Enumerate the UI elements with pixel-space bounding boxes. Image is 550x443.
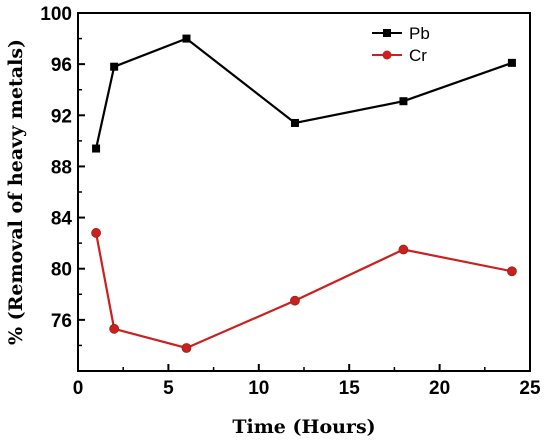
data-point-pb: [92, 144, 101, 153]
y-axis-title: % (Removal of heavy metals): [5, 39, 27, 345]
data-point-cr: [91, 228, 101, 238]
y-tick-label: 100: [40, 4, 72, 25]
x-axis: 0 5 10 15 20 25: [73, 364, 541, 399]
legend-marker-pb: [383, 29, 391, 37]
data-point-pb: [290, 118, 299, 127]
y-tick-label: 76: [51, 311, 72, 332]
plot-border: [77, 12, 531, 372]
x-tick-label: 20: [429, 378, 450, 399]
data-point-pb: [110, 62, 119, 71]
data-point-cr: [398, 244, 409, 255]
legend: Pb Cr: [372, 24, 430, 65]
data-point-pb: [399, 97, 408, 106]
y-tick-label: 92: [51, 106, 72, 127]
plot-frame: [77, 12, 531, 372]
x-axis-title: Time (Hours): [232, 416, 375, 438]
x-tick-label: 10: [248, 378, 269, 399]
x-tick-label: 15: [339, 378, 361, 399]
y-tick-label: 80: [51, 260, 72, 281]
series-layer: [91, 34, 517, 353]
x-tick-label: 25: [519, 378, 541, 399]
data-point-cr: [290, 295, 300, 306]
legend-item-cr: Cr: [372, 46, 427, 65]
y-axis: 76 80 84 88 92 96 100: [40, 4, 85, 347]
series-line-cr: [94, 232, 513, 350]
x-tick-label: 5: [163, 378, 174, 399]
data-point-cr: [181, 343, 192, 353]
legend-label-cr: Cr: [409, 46, 427, 65]
legend-marker-cr: [382, 50, 392, 60]
data-point-pb: [182, 34, 191, 43]
legend-item-pb: Pb: [372, 24, 430, 43]
data-point-cr: [109, 323, 120, 334]
y-tick-label: 88: [51, 157, 72, 178]
data-point-cr: [507, 266, 517, 277]
y-tick-label: 84: [51, 209, 73, 230]
series-line-pb: [95, 37, 513, 149]
y-tick-label: 96: [51, 55, 72, 76]
legend-label-pb: Pb: [409, 24, 430, 43]
x-tick-label: 0: [73, 378, 84, 399]
data-point-pb: [507, 58, 516, 67]
